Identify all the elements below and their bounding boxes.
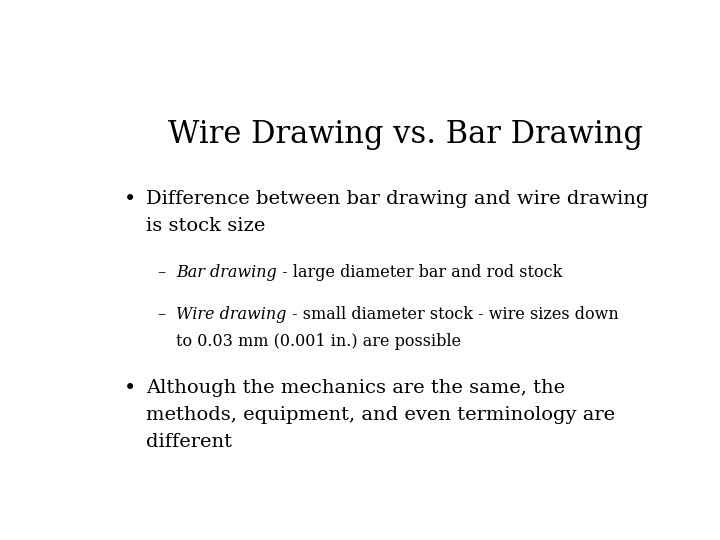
Text: •: • bbox=[124, 379, 136, 398]
Text: •: • bbox=[124, 190, 136, 208]
Text: Wire drawing: Wire drawing bbox=[176, 306, 287, 323]
Text: –: – bbox=[157, 306, 165, 323]
Text: Bar drawing: Bar drawing bbox=[176, 265, 277, 281]
Text: - large diameter bar and rod stock: - large diameter bar and rod stock bbox=[277, 265, 562, 281]
Text: is stock size: is stock size bbox=[145, 217, 265, 234]
Text: different: different bbox=[145, 433, 232, 451]
Text: Although the mechanics are the same, the: Although the mechanics are the same, the bbox=[145, 379, 565, 397]
Text: methods, equipment, and even terminology are: methods, equipment, and even terminology… bbox=[145, 406, 615, 424]
Text: Wire Drawing vs. Bar Drawing: Wire Drawing vs. Bar Drawing bbox=[168, 119, 643, 150]
Text: –: – bbox=[157, 265, 165, 281]
Text: Difference between bar drawing and wire drawing: Difference between bar drawing and wire … bbox=[145, 190, 648, 207]
Text: to 0.03 mm (0.001 in.) are possible: to 0.03 mm (0.001 in.) are possible bbox=[176, 333, 462, 350]
Text: - small diameter stock - wire sizes down: - small diameter stock - wire sizes down bbox=[287, 306, 618, 323]
